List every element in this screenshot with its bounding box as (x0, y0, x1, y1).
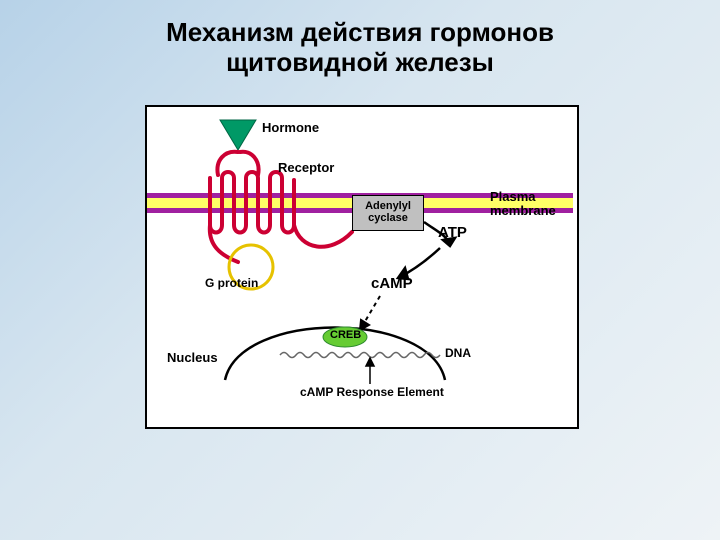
dna-label: DNA (445, 346, 471, 360)
receptor-label: Receptor (278, 160, 334, 175)
cre-arrow (366, 358, 374, 384)
hormone-label: Hormone (262, 120, 319, 135)
diagram-svg (0, 0, 720, 540)
plasma-line2: membrane (490, 204, 556, 218)
nucleus-label: Nucleus (167, 350, 218, 365)
hormone-icon (220, 120, 256, 150)
camp-label: cAMP (371, 275, 413, 292)
camp-to-creb-arrow (360, 296, 380, 330)
dna-strand (280, 353, 440, 358)
adenylyl-box: Adenylyl cyclase (352, 195, 424, 231)
atp-label: ATP (438, 224, 467, 241)
plasma-label: Plasma membrane (490, 190, 556, 219)
cre-label: cAMP Response Element (300, 385, 444, 399)
gprotein-label: G protein (205, 276, 258, 290)
creb-label: CREB (330, 329, 361, 341)
plasma-line1: Plasma (490, 190, 556, 204)
